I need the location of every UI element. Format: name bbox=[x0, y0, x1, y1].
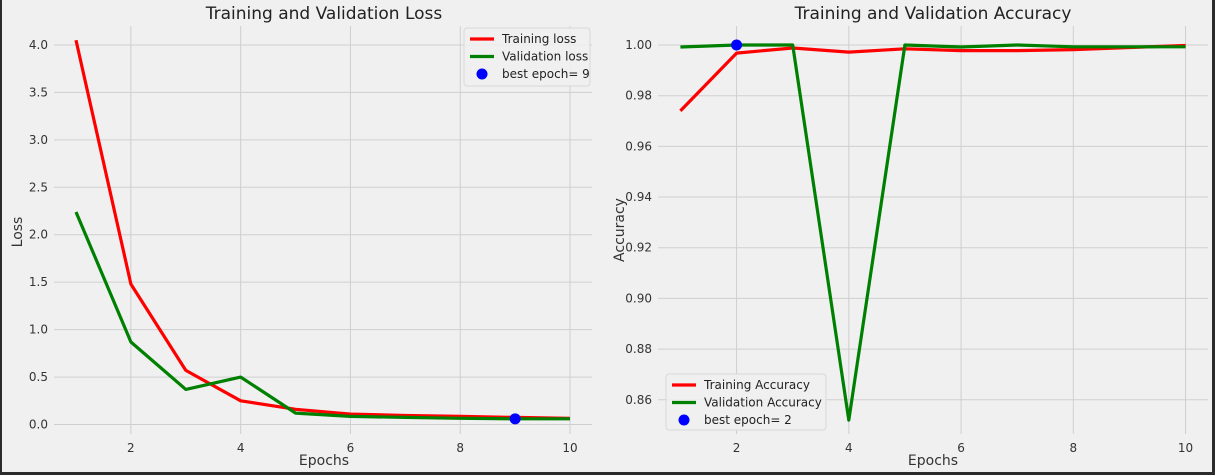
accuracy-y-tick-label: 0.98 bbox=[625, 89, 652, 103]
loss-legend-label: Validation loss bbox=[502, 50, 588, 64]
accuracy-y-tick-label: 0.96 bbox=[625, 139, 652, 153]
accuracy-legend-label: Training Accuracy bbox=[703, 378, 810, 392]
accuracy-y-tick-label: 0.94 bbox=[625, 190, 652, 204]
loss-plot-area bbox=[54, 26, 592, 434]
loss-chart-ylabel: Loss bbox=[10, 217, 26, 248]
accuracy-legend: Training Accuracy Validation Accuracy best… bbox=[665, 373, 827, 431]
accuracy-validation-line bbox=[680, 43, 1186, 422]
accuracy-x-tick-label: 4 bbox=[845, 441, 853, 455]
loss-y-tick-label: 2.5 bbox=[29, 180, 48, 194]
accuracy-legend-best-marker bbox=[678, 414, 690, 426]
loss-y-tick-label: 1.5 bbox=[29, 275, 48, 289]
accuracy-best-epoch-point bbox=[731, 39, 743, 51]
loss-legend-label: Training loss bbox=[501, 32, 576, 46]
loss-legend-best-marker bbox=[476, 68, 488, 80]
accuracy-x-tick-label: 6 bbox=[957, 441, 965, 455]
loss-best-epoch-point bbox=[509, 413, 521, 425]
loss-chart-xlabel: Epochs bbox=[299, 453, 349, 469]
loss-x-tick-label: 10 bbox=[562, 441, 577, 455]
loss-x-tick-label: 6 bbox=[347, 441, 355, 455]
loss-legend-box bbox=[463, 27, 591, 87]
loss-chart-title: Training and Validation Loss bbox=[205, 4, 443, 24]
loss-y-tick-label: 2.0 bbox=[29, 228, 48, 242]
loss-x-tick-label: 4 bbox=[237, 441, 245, 455]
loss-y-tick-label: 3.0 bbox=[29, 133, 48, 147]
accuracy-chart-xlabel: Epochs bbox=[908, 453, 958, 469]
accuracy-chart-ylabel: Accuracy bbox=[612, 198, 628, 262]
accuracy-chart-title: Training and Validation Accuracy bbox=[794, 4, 1072, 24]
accuracy-y-tick-label: 0.88 bbox=[625, 342, 652, 356]
loss-legend: Training loss Validation loss best epoch= … bbox=[463, 27, 591, 87]
accuracy-y-tick-label: 1.00 bbox=[625, 38, 652, 52]
loss-x-tick-label: 8 bbox=[456, 441, 464, 455]
loss-validation-line bbox=[74, 211, 570, 421]
accuracy-x-tick-label: 8 bbox=[1069, 441, 1077, 455]
loss-x-tick-label: 2 bbox=[127, 441, 135, 455]
accuracy-legend-label: Validation Accuracy bbox=[704, 396, 822, 410]
loss-y-tick-label: 0.5 bbox=[29, 370, 48, 384]
loss-training-line bbox=[74, 39, 571, 420]
accuracy-training-line bbox=[679, 43, 1186, 113]
accuracy-legend-box bbox=[665, 373, 827, 431]
loss-legend-label: best epoch= 9 bbox=[502, 67, 590, 81]
accuracy-plot-area bbox=[658, 26, 1208, 434]
accuracy-x-tick-label: 2 bbox=[733, 441, 741, 455]
accuracy-x-tick-label: 10 bbox=[1178, 441, 1193, 455]
loss-y-tick-label: 0.0 bbox=[29, 418, 48, 432]
accuracy-y-tick-label: 0.92 bbox=[625, 241, 652, 255]
loss-y-tick-label: 1.0 bbox=[29, 323, 48, 337]
loss-y-tick-label: 3.5 bbox=[29, 85, 48, 99]
loss-y-tick-label: 4.0 bbox=[29, 38, 48, 52]
accuracy-y-tick-label: 0.86 bbox=[625, 393, 652, 407]
accuracy-legend-label: best epoch= 2 bbox=[704, 413, 792, 427]
accuracy-chart: Training and Validation Accuracy Epochs … bbox=[612, 4, 1208, 469]
accuracy-y-tick-label: 0.90 bbox=[625, 291, 652, 305]
loss-chart: Training and Validation Loss Epochs Loss… bbox=[10, 4, 592, 469]
